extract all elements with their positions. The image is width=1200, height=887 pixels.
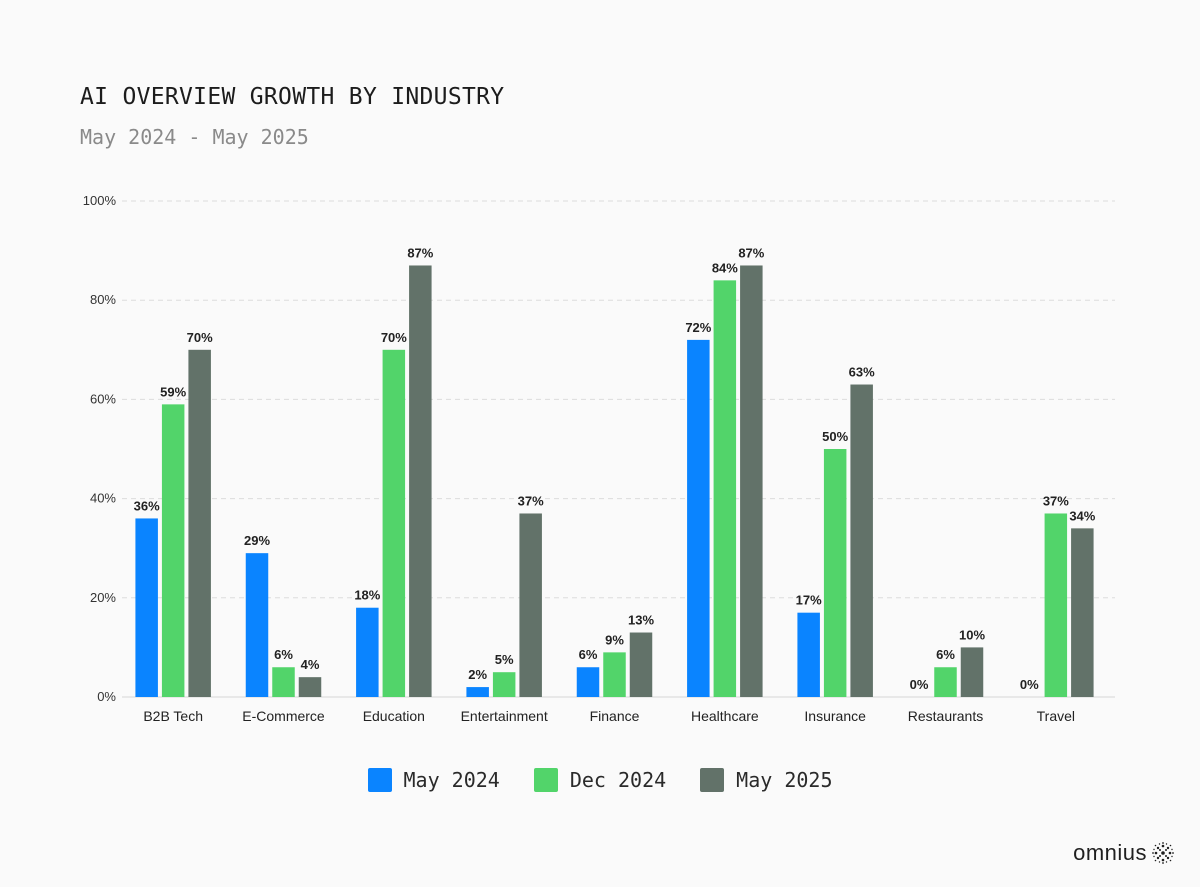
data-label: 84% (712, 260, 738, 275)
bar (272, 667, 295, 697)
data-label: 36% (134, 498, 160, 513)
data-label: 13% (628, 613, 654, 628)
data-label: 0% (910, 677, 929, 692)
bar (135, 518, 158, 697)
bar (161, 404, 185, 697)
data-label: 70% (187, 330, 213, 345)
bar (603, 652, 626, 697)
data-label: 6% (274, 647, 293, 662)
bar (519, 513, 542, 697)
data-label: 6% (579, 647, 598, 662)
x-tick-label: B2B Tech (143, 708, 203, 724)
data-label: 5% (495, 652, 514, 667)
y-tick-label: 80% (90, 292, 116, 307)
bar (850, 384, 873, 697)
y-tick-label: 40% (90, 491, 116, 506)
data-label: 59% (160, 384, 186, 399)
data-label: 50% (822, 429, 848, 444)
bar (576, 667, 600, 697)
bar (188, 349, 211, 697)
y-tick-label: 0% (97, 689, 116, 704)
x-tick-label: Entertainment (461, 708, 548, 724)
y-tick-label: 60% (90, 391, 116, 406)
data-label: 18% (354, 588, 380, 603)
bar (466, 687, 489, 697)
data-label: 34% (1069, 508, 1095, 523)
data-label: 4% (301, 657, 320, 672)
data-label: 37% (518, 493, 544, 508)
data-label: 70% (381, 330, 407, 345)
chart-legend: May 2024 Dec 2024 May 2025 (0, 768, 1200, 792)
data-label: 2% (468, 667, 487, 682)
bar (245, 553, 269, 697)
data-label: 9% (605, 632, 624, 647)
bar (1071, 528, 1094, 697)
x-tick-label: E-Commerce (242, 708, 325, 724)
legend-swatch-dec-2024 (533, 768, 558, 792)
data-label: 29% (244, 533, 270, 548)
bar (687, 339, 710, 697)
legend-item-dec-2024[interactable]: Dec 2024 (533, 768, 667, 792)
data-label: 17% (796, 593, 822, 608)
legend-item-may-2025[interactable]: May 2025 (700, 768, 832, 792)
x-tick-label: Education (363, 708, 425, 724)
x-tick-label: Healthcare (691, 708, 759, 724)
legend-label-may-2024: May 2024 (403, 768, 500, 792)
legend-label-may-2025: May 2025 (736, 768, 833, 792)
data-label: 6% (936, 647, 955, 662)
y-tick-label: 100% (83, 193, 117, 208)
bar (1044, 513, 1068, 697)
data-label: 37% (1043, 493, 1069, 508)
bar (960, 647, 984, 697)
bar (740, 265, 763, 697)
legend-label-dec-2024: Dec 2024 (569, 768, 667, 792)
sparkle-icon (1152, 842, 1174, 864)
x-tick-label: Restaurants (908, 708, 983, 724)
bar (797, 612, 820, 697)
bar (713, 280, 737, 697)
legend-swatch-may-2025 (700, 768, 725, 792)
x-tick-label: Finance (590, 708, 640, 724)
chart-title: AI OVERVIEW GROWTH BY INDUSTRY (80, 84, 505, 110)
y-tick-label: 20% (90, 590, 116, 605)
chart-subtitle: May 2024 - May 2025 (80, 125, 309, 149)
x-tick-label: Travel (1037, 708, 1075, 724)
data-label: 72% (685, 320, 711, 335)
bar (629, 632, 653, 697)
bar (823, 449, 847, 697)
data-label: 10% (959, 627, 985, 642)
data-label: 87% (738, 245, 764, 260)
data-label: 87% (407, 245, 433, 260)
bar (934, 667, 957, 697)
bar (382, 349, 406, 697)
bar (492, 672, 516, 697)
data-label: 63% (849, 365, 875, 380)
bar (409, 265, 432, 697)
bar (298, 677, 322, 697)
brand-logo: omnius (1073, 840, 1174, 866)
legend-item-may-2024[interactable]: May 2024 (367, 768, 500, 792)
x-tick-label: Insurance (804, 708, 866, 724)
bar-chart: 0% 20% 40% 60% 80% 100% 36% 59% 70% B2B Tech 29% 6%… (83, 193, 1115, 724)
logo-text: omnius (1073, 840, 1147, 865)
bar (356, 607, 379, 697)
legend-swatch-may-2024 (367, 768, 392, 792)
data-label: 0% (1020, 677, 1039, 692)
